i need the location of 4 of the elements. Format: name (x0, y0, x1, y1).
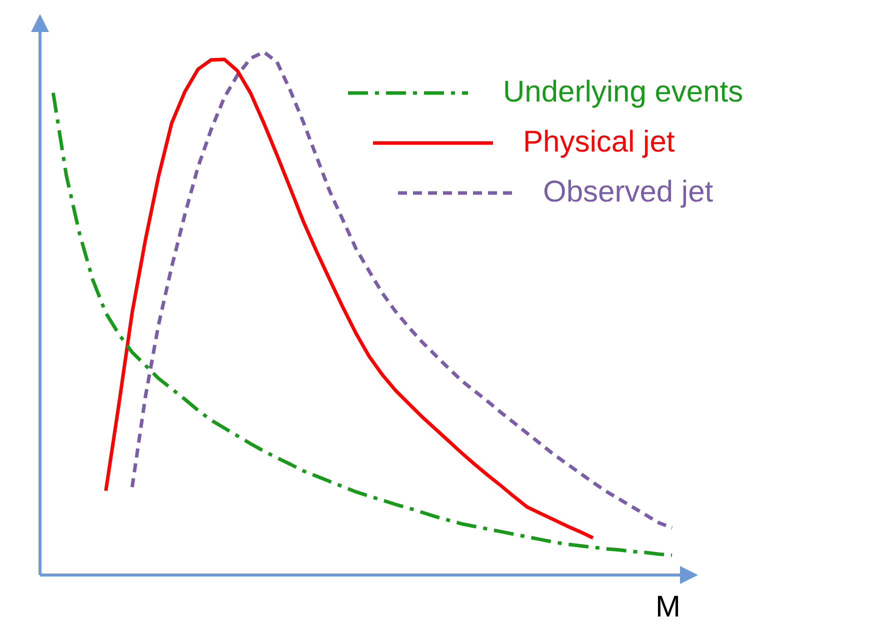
x-axis-title: M (656, 590, 680, 624)
legend-label: Underlying events (503, 75, 744, 108)
legend-label: Physical jet (523, 125, 676, 158)
legend-label: Observed jet (543, 175, 714, 208)
